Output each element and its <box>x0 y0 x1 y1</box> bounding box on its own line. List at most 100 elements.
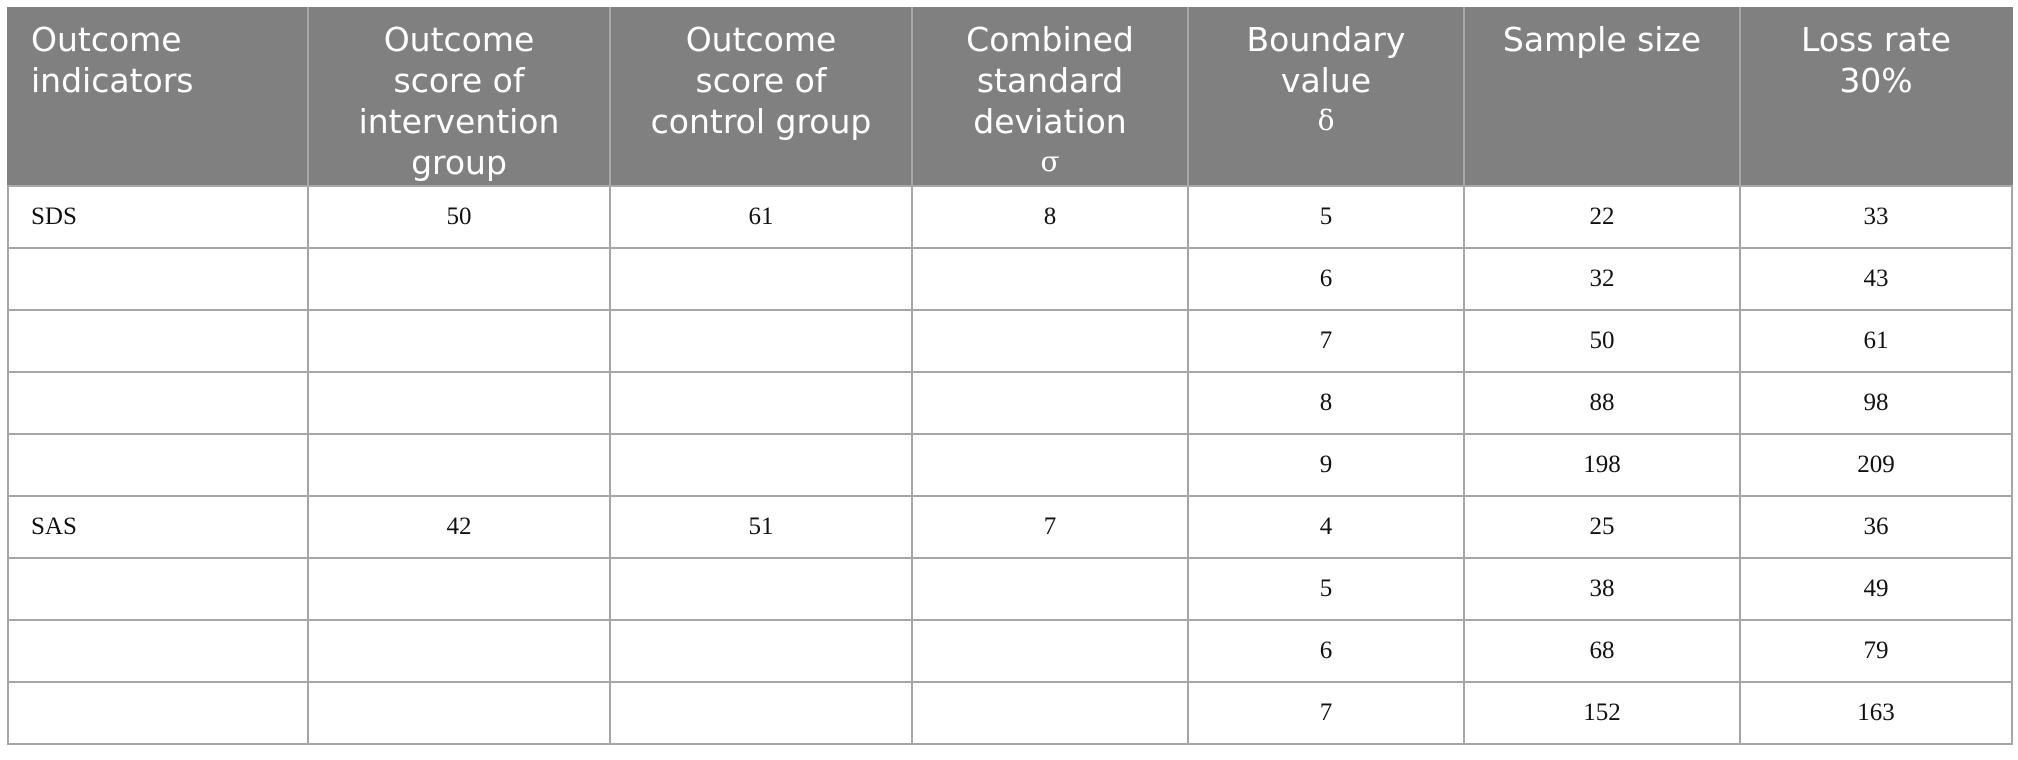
cell-sample-size: 198 <box>1463 433 1741 497</box>
cell-boundary-value: 6 <box>1187 247 1465 311</box>
header-outcome-indicators: Outcome indicators <box>7 7 309 187</box>
table-body: SDS 50 61 8 5 22 33 6 32 43 7 50 61 8 88 98 9 198 209 SAS 42… <box>7 185 2013 745</box>
cell-intervention-score <box>307 681 611 745</box>
header-text-line: indicators <box>31 61 194 100</box>
cell-sample-size: 68 <box>1463 619 1741 683</box>
cell-outcome-indicator: SDS <box>7 185 309 249</box>
cell-sample-size: 50 <box>1463 309 1741 373</box>
cell-sample-size: 38 <box>1463 557 1741 621</box>
header-text-line: control group <box>650 102 872 141</box>
table-row: 7 50 61 <box>7 309 2013 373</box>
cell-intervention-score <box>307 371 611 435</box>
cell-control-score: 61 <box>609 185 913 249</box>
cell-intervention-score <box>307 247 611 311</box>
cell-combined-sd: 8 <box>911 185 1189 249</box>
cell-control-score <box>609 247 913 311</box>
header-text-line: value <box>1280 61 1372 100</box>
header-combined-sd: Combined standard deviation σ <box>911 7 1189 187</box>
header-text-line: Outcome <box>31 20 182 59</box>
cell-boundary-value: 5 <box>1187 185 1465 249</box>
cell-control-score <box>609 309 913 373</box>
header-text-line: Outcome <box>685 20 837 59</box>
cell-control-score <box>609 619 913 683</box>
cell-combined-sd <box>911 371 1189 435</box>
table-row: SDS 50 61 8 5 22 33 <box>7 185 2013 249</box>
header-text-line: intervention <box>358 102 560 141</box>
header-text-line: Combined <box>966 20 1134 59</box>
cell-intervention-score <box>307 309 611 373</box>
cell-loss-rate: 49 <box>1739 557 2013 621</box>
cell-control-score <box>609 557 913 621</box>
cell-sample-size: 22 <box>1463 185 1741 249</box>
cell-boundary-value: 4 <box>1187 495 1465 559</box>
cell-boundary-value: 9 <box>1187 433 1465 497</box>
header-text-line: score of <box>695 61 827 100</box>
header-symbol: δ <box>1317 104 1335 137</box>
cell-sample-size: 88 <box>1463 371 1741 435</box>
cell-intervention-score <box>307 619 611 683</box>
cell-combined-sd: 7 <box>911 495 1189 559</box>
table-row: 9 198 209 <box>7 433 2013 497</box>
header-text-line: Loss rate <box>1801 20 1951 59</box>
header-symbol: σ <box>1040 145 1060 178</box>
cell-intervention-score: 42 <box>307 495 611 559</box>
cell-loss-rate: 209 <box>1739 433 2013 497</box>
cell-outcome-indicator <box>7 247 309 311</box>
cell-combined-sd <box>911 557 1189 621</box>
table-row: SAS 42 51 7 4 25 36 <box>7 495 2013 559</box>
cell-boundary-value: 5 <box>1187 557 1465 621</box>
cell-intervention-score: 50 <box>307 185 611 249</box>
sample-size-table: Outcome indicators Outcome score of interven… <box>7 7 2013 745</box>
cell-loss-rate: 98 <box>1739 371 2013 435</box>
cell-boundary-value: 7 <box>1187 309 1465 373</box>
cell-outcome-indicator <box>7 433 309 497</box>
cell-outcome-indicator <box>7 619 309 683</box>
cell-control-score <box>609 681 913 745</box>
cell-combined-sd <box>911 247 1189 311</box>
cell-combined-sd <box>911 619 1189 683</box>
header-text-line: standard <box>976 61 1124 100</box>
cell-combined-sd <box>911 309 1189 373</box>
table-row: 6 32 43 <box>7 247 2013 311</box>
cell-control-score <box>609 371 913 435</box>
cell-sample-size: 32 <box>1463 247 1741 311</box>
table-row: 6 68 79 <box>7 619 2013 683</box>
cell-boundary-value: 8 <box>1187 371 1465 435</box>
cell-loss-rate: 79 <box>1739 619 2013 683</box>
header-text-line: Boundary <box>1246 20 1406 59</box>
cell-outcome-indicator: SAS <box>7 495 309 559</box>
header-text-line: Sample size <box>1502 20 1702 59</box>
sample-size-table-container: Outcome indicators Outcome score of interven… <box>7 7 2013 745</box>
table-row: 5 38 49 <box>7 557 2013 621</box>
cell-outcome-indicator <box>7 309 309 373</box>
cell-loss-rate: 61 <box>1739 309 2013 373</box>
header-control-score: Outcome score of control group <box>609 7 913 187</box>
header-text-line: Outcome <box>383 20 535 59</box>
cell-control-score: 51 <box>609 495 913 559</box>
cell-sample-size: 25 <box>1463 495 1741 559</box>
cell-control-score <box>609 433 913 497</box>
cell-outcome-indicator <box>7 371 309 435</box>
cell-loss-rate: 163 <box>1739 681 2013 745</box>
cell-combined-sd <box>911 433 1189 497</box>
header-boundary-value: Boundary value δ <box>1187 7 1465 187</box>
header-text-line: score of <box>393 61 525 100</box>
table-row: 7 152 163 <box>7 681 2013 745</box>
header-row: Outcome indicators Outcome score of interven… <box>7 7 2013 187</box>
header-text-line: 30% <box>1839 61 1913 100</box>
header-intervention-score: Outcome score of intervention group <box>307 7 611 187</box>
header-loss-rate: Loss rate 30% <box>1739 7 2013 187</box>
cell-intervention-score <box>307 433 611 497</box>
cell-intervention-score <box>307 557 611 621</box>
header-text-line: group <box>411 143 507 182</box>
cell-boundary-value: 6 <box>1187 619 1465 683</box>
cell-loss-rate: 36 <box>1739 495 2013 559</box>
header-text-line: deviation <box>973 102 1127 141</box>
cell-loss-rate: 33 <box>1739 185 2013 249</box>
table-header: Outcome indicators Outcome score of interven… <box>7 7 2013 187</box>
cell-loss-rate: 43 <box>1739 247 2013 311</box>
table-row: 8 88 98 <box>7 371 2013 435</box>
cell-outcome-indicator <box>7 681 309 745</box>
header-sample-size: Sample size <box>1463 7 1741 187</box>
cell-combined-sd <box>911 681 1189 745</box>
